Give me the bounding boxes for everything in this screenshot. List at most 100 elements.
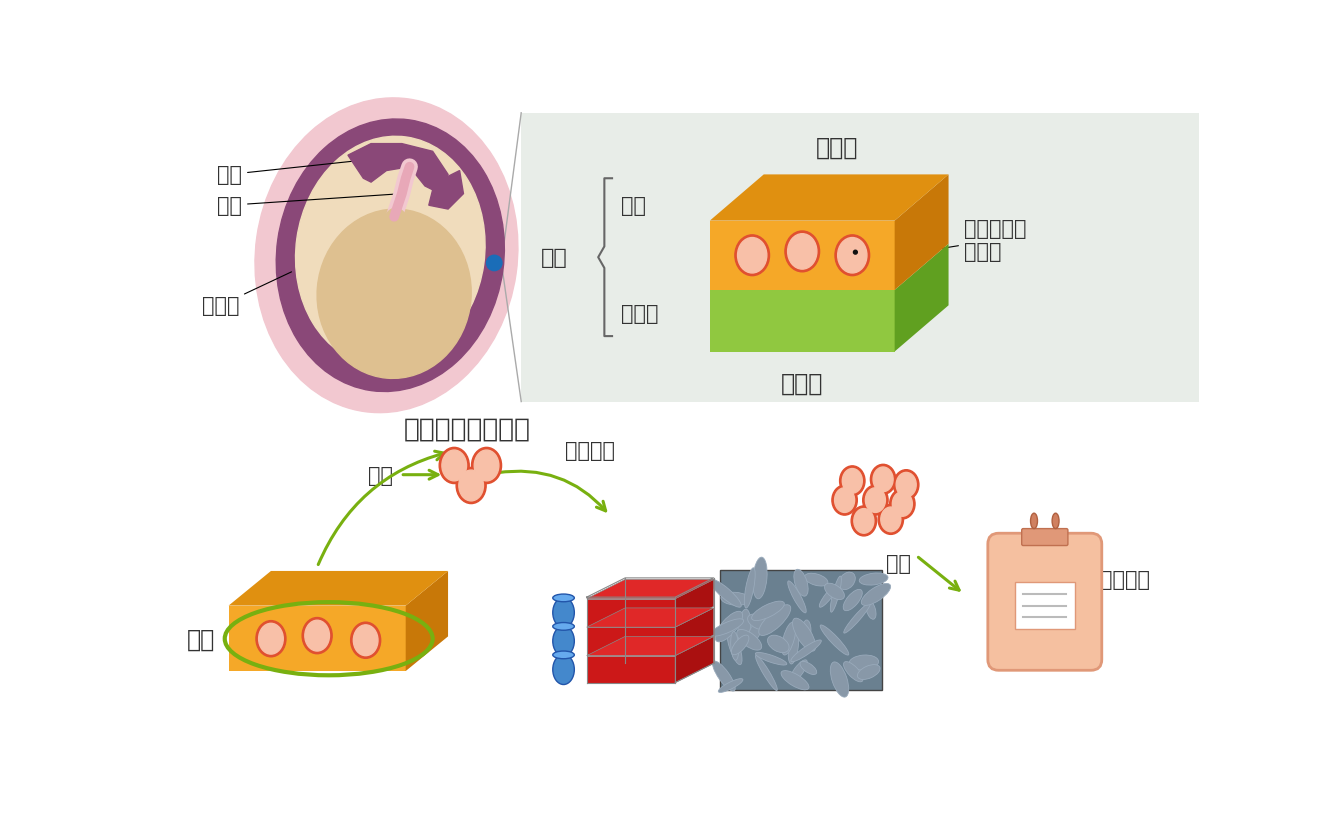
Ellipse shape [734, 236, 769, 276]
Polygon shape [895, 175, 949, 291]
Ellipse shape [804, 573, 828, 586]
Ellipse shape [838, 238, 867, 274]
Ellipse shape [713, 661, 736, 691]
Ellipse shape [850, 655, 879, 670]
Ellipse shape [716, 612, 742, 642]
Text: 羊膜間葉系
幹細胞: 羊膜間葉系 幹細胞 [902, 219, 1026, 262]
Ellipse shape [354, 625, 378, 656]
Polygon shape [587, 656, 675, 683]
Ellipse shape [752, 601, 784, 621]
Ellipse shape [788, 630, 799, 664]
Ellipse shape [472, 448, 501, 484]
Text: 細胞製剤: 細胞製剤 [1100, 569, 1150, 589]
Ellipse shape [458, 470, 484, 501]
Ellipse shape [788, 234, 817, 269]
Ellipse shape [843, 469, 863, 494]
Ellipse shape [866, 600, 876, 619]
Polygon shape [710, 175, 949, 221]
Text: 絨毛膜: 絨毛膜 [622, 304, 659, 324]
Ellipse shape [758, 605, 791, 636]
Ellipse shape [296, 137, 485, 367]
Polygon shape [348, 144, 448, 194]
Ellipse shape [259, 623, 283, 654]
Ellipse shape [863, 486, 888, 515]
Ellipse shape [276, 120, 504, 392]
Text: 子宮壁: 子宮壁 [201, 273, 292, 316]
Ellipse shape [874, 468, 892, 492]
Ellipse shape [737, 630, 761, 650]
Ellipse shape [839, 572, 855, 590]
Ellipse shape [785, 232, 820, 273]
Ellipse shape [858, 665, 880, 680]
Ellipse shape [718, 679, 742, 693]
Ellipse shape [553, 622, 575, 631]
Ellipse shape [835, 488, 855, 513]
Ellipse shape [820, 625, 848, 655]
FancyBboxPatch shape [720, 571, 882, 690]
Ellipse shape [753, 558, 766, 599]
Ellipse shape [440, 448, 469, 484]
Polygon shape [710, 291, 895, 352]
Text: 羊膜: 羊膜 [188, 627, 216, 651]
Polygon shape [675, 580, 714, 626]
Ellipse shape [351, 622, 381, 658]
Ellipse shape [854, 509, 874, 533]
Ellipse shape [553, 627, 575, 656]
Ellipse shape [862, 584, 891, 605]
Ellipse shape [302, 618, 332, 654]
Ellipse shape [442, 450, 466, 482]
Ellipse shape [318, 210, 472, 379]
Ellipse shape [732, 636, 749, 655]
Ellipse shape [843, 590, 862, 611]
Text: 羊膜間葉系幹細胞: 羊膜間葉系幹細胞 [403, 416, 531, 442]
Ellipse shape [851, 506, 876, 536]
Ellipse shape [726, 628, 742, 665]
Ellipse shape [1030, 514, 1037, 529]
Ellipse shape [1052, 514, 1059, 529]
FancyBboxPatch shape [1021, 529, 1068, 546]
Polygon shape [587, 599, 675, 626]
Ellipse shape [553, 651, 575, 659]
Ellipse shape [744, 568, 756, 609]
Ellipse shape [844, 662, 863, 682]
Text: 臍帯: 臍帯 [217, 195, 399, 216]
Ellipse shape [738, 609, 750, 646]
Ellipse shape [878, 505, 903, 535]
Ellipse shape [866, 488, 886, 513]
Ellipse shape [791, 640, 821, 662]
Ellipse shape [255, 99, 519, 413]
Polygon shape [587, 627, 675, 654]
Ellipse shape [892, 492, 913, 517]
Polygon shape [710, 221, 895, 291]
Polygon shape [587, 636, 714, 656]
Ellipse shape [748, 618, 762, 645]
Text: 大量培養: 大量培養 [565, 441, 615, 460]
Ellipse shape [871, 464, 896, 495]
Ellipse shape [854, 251, 858, 255]
FancyBboxPatch shape [1014, 582, 1075, 630]
Text: 回収: 回収 [886, 554, 911, 573]
Ellipse shape [844, 603, 871, 633]
Ellipse shape [304, 621, 330, 651]
Ellipse shape [803, 620, 811, 640]
Ellipse shape [859, 573, 888, 586]
Ellipse shape [721, 593, 750, 605]
Ellipse shape [880, 508, 900, 532]
Ellipse shape [748, 614, 769, 630]
Ellipse shape [737, 238, 766, 274]
Ellipse shape [896, 473, 917, 497]
Polygon shape [587, 580, 714, 599]
Polygon shape [587, 609, 714, 627]
Polygon shape [229, 606, 406, 672]
Ellipse shape [756, 653, 787, 665]
Ellipse shape [768, 636, 789, 653]
Polygon shape [229, 572, 448, 606]
Polygon shape [429, 171, 464, 210]
Ellipse shape [474, 450, 498, 482]
Ellipse shape [709, 579, 741, 608]
Ellipse shape [256, 621, 285, 657]
Ellipse shape [890, 489, 915, 519]
Polygon shape [406, 572, 448, 672]
Ellipse shape [894, 470, 919, 500]
Ellipse shape [840, 466, 866, 496]
